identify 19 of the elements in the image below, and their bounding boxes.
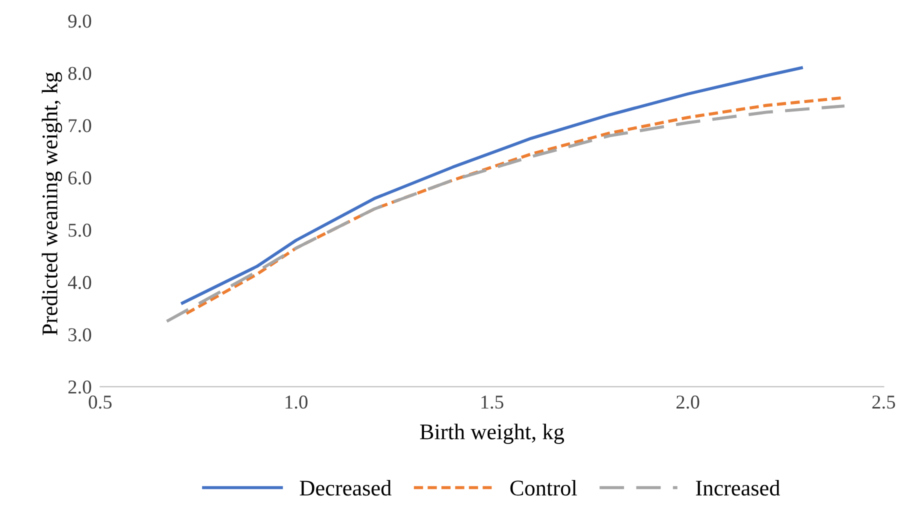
y-tick-label: 9.0 [68,14,92,28]
y-axis-title: Predicted weaning weight, kg [42,72,62,336]
legend-label: Decreased [300,480,392,496]
x-tick-label: 0.5 [88,396,112,409]
x-tick-label: 1.0 [286,396,308,409]
y-tick-label: 5.0 [68,224,92,237]
legend-label: Control [510,480,577,496]
y-tick-label: 2.0 [68,380,92,394]
y-tick-label: 3.0 [68,328,92,342]
legend-label: Increased [696,480,780,496]
x-axis-title: Birth weight, kg [420,424,564,444]
y-tick-label: 4.0 [68,276,92,290]
y-tick-label: 7.0 [68,119,92,132]
x-tick-label: 1.5 [482,396,504,409]
x-tick-label: 2.5 [872,396,896,409]
y-tick-label: 8.0 [68,66,92,80]
x-tick-label: 2.0 [676,396,700,409]
y-tick-label: 6.0 [68,171,92,185]
line-series [180,66,803,305]
